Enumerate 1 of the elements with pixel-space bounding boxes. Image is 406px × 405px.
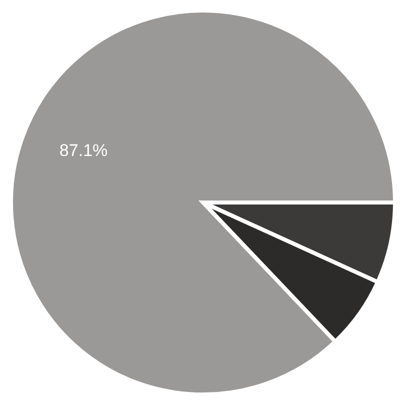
data-label: 87.1% [59,141,108,160]
